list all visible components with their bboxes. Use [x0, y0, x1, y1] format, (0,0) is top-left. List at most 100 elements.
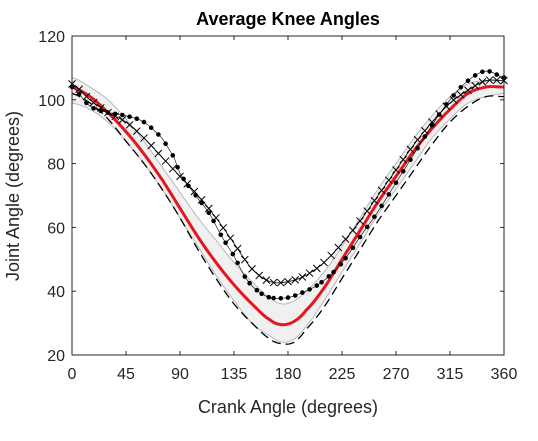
x-marker [269, 278, 278, 287]
x-marker-stroke [262, 276, 271, 284]
dot-marker [487, 69, 492, 74]
x-marker [471, 81, 480, 90]
x-tick-label: 90 [171, 366, 189, 383]
x-marker [140, 134, 148, 142]
x-marker-stroke [255, 271, 264, 280]
dot-marker [429, 123, 435, 128]
x-marker-stroke [356, 217, 364, 225]
x-marker-stroke [197, 195, 206, 204]
dot-marker [163, 141, 168, 146]
x-marker [89, 98, 98, 107]
y-tick-label: 120 [38, 29, 65, 46]
mean-line [71, 85, 505, 327]
x-marker-stroke [341, 235, 350, 243]
x-marker [399, 155, 408, 164]
x-marker-stroke [204, 204, 213, 213]
x-tick-label: 270 [383, 366, 410, 383]
dot-marker [400, 169, 406, 174]
x-marker [370, 196, 379, 205]
x-marker-stroke [276, 278, 285, 287]
x-marker-stroke [320, 258, 328, 267]
x-marker [485, 76, 494, 84]
x-marker-stroke [456, 90, 465, 99]
dot-marker [472, 73, 478, 78]
dot-marker [105, 110, 111, 115]
x-marker-stroke [118, 116, 127, 124]
dot-marker [379, 203, 384, 209]
dot-marker [84, 100, 89, 106]
x-marker-stroke [413, 135, 422, 144]
dot-marker [343, 255, 348, 261]
dot-marker [393, 180, 399, 185]
x-marker [168, 164, 177, 173]
x-marker [161, 157, 170, 165]
x-marker-stroke [471, 81, 480, 90]
x-marker [154, 149, 163, 158]
dot-marker [181, 176, 186, 182]
dot-marker [254, 287, 260, 293]
x-marker-stroke [370, 196, 379, 205]
y-tick-label: 20 [47, 348, 65, 365]
x-marker-stroke [399, 155, 408, 164]
x-marker [118, 116, 127, 124]
dot-marker [266, 294, 272, 300]
x-marker-stroke [176, 172, 184, 181]
x-marker [197, 195, 206, 204]
dot-marker [199, 200, 204, 206]
dot-marker [314, 283, 320, 288]
dot-marker [372, 214, 377, 220]
x-marker [233, 244, 242, 253]
x-marker-stroke [161, 157, 170, 165]
x-marker-stroke [190, 187, 199, 196]
x-marker [449, 96, 458, 104]
x-marker-stroke [284, 277, 292, 286]
x-marker [456, 90, 465, 99]
x-marker-stroke [348, 226, 357, 235]
dot-marker [206, 210, 212, 216]
dot-marker [120, 112, 125, 118]
dot-marker [259, 291, 264, 297]
x-tick-label: 180 [275, 366, 302, 383]
x-marker-stroke [154, 149, 163, 158]
x-marker [492, 76, 501, 85]
x-marker-stroke [327, 251, 336, 260]
x-marker [125, 121, 134, 129]
dashed-line [71, 92, 505, 345]
x-marker-stroke [298, 273, 307, 281]
x-marker-stroke [377, 186, 386, 195]
y-axis-label: Joint Angle (degrees) [3, 111, 23, 281]
x-marker [240, 255, 249, 264]
dot-marker [235, 260, 240, 266]
x-marker-stroke [125, 121, 134, 129]
x-marker-stroke [312, 264, 321, 273]
dot-marker [218, 232, 224, 238]
x-tick-label: 360 [491, 366, 518, 383]
x-marker [248, 265, 256, 273]
x-marker [82, 92, 91, 101]
dot-marker [338, 262, 344, 267]
x-marker [305, 269, 314, 278]
dot-marker [422, 134, 428, 139]
dot-marker [175, 164, 180, 170]
dot-marker [444, 102, 449, 107]
dot-marker [408, 157, 413, 163]
dot-marker [127, 114, 132, 119]
dot-marker [285, 295, 291, 300]
x-marker [334, 243, 343, 252]
x-marker [348, 226, 357, 235]
dot-marker [350, 245, 356, 251]
dot-marker [386, 192, 392, 197]
dot-marker [223, 240, 228, 246]
x-tick-label: 225 [329, 366, 356, 383]
dot-marker [364, 224, 370, 230]
x-marker [276, 278, 285, 287]
dot-marker [98, 108, 104, 114]
dot-marker [112, 111, 118, 117]
dot-marker [278, 296, 284, 301]
dot-marker [186, 183, 191, 189]
x-marker-stroke [140, 134, 148, 142]
dot-marker [134, 116, 140, 121]
x-tick-label: 315 [437, 366, 464, 383]
dot-marker [458, 85, 464, 90]
